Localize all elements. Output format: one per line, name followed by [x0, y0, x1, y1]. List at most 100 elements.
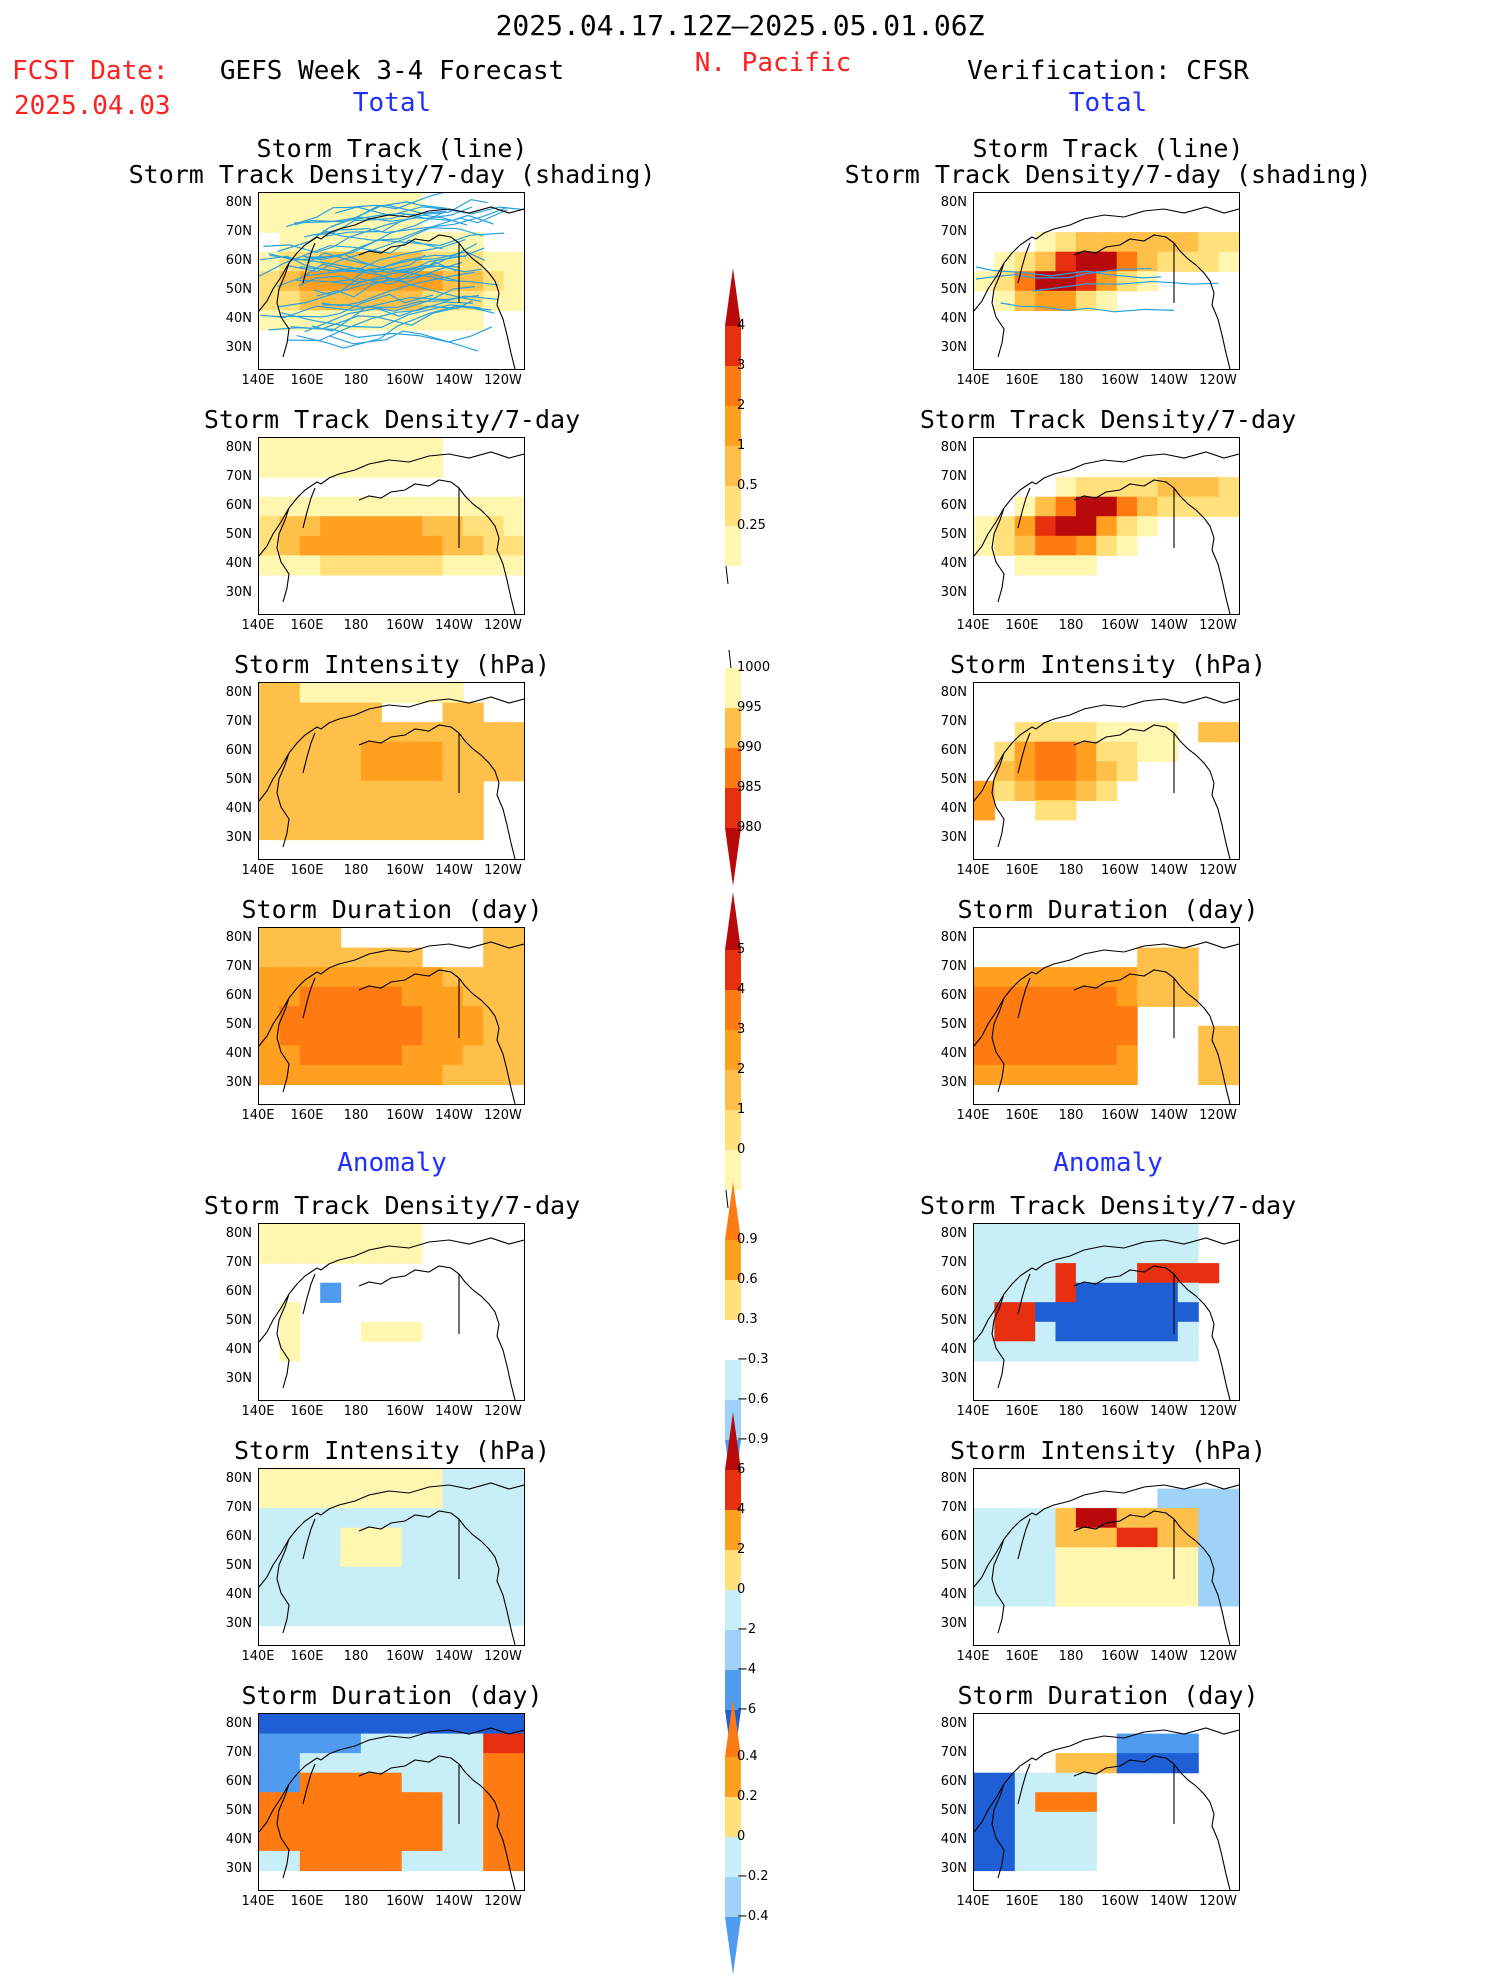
lat-tick-label: 70N [225, 959, 252, 974]
grid-cell [1075, 1243, 1097, 1264]
grid-cell [340, 1025, 362, 1046]
grid-cell [279, 1469, 301, 1490]
grid-cell [279, 1733, 301, 1754]
grid-cell [360, 741, 382, 762]
grid-cell [360, 1753, 382, 1774]
grid-cell [442, 1508, 464, 1529]
lon-tick-label: 140W [435, 1108, 473, 1123]
colorbar-segment [725, 1280, 741, 1320]
grid-cell [1198, 1488, 1220, 1509]
verification-panel-title: Storm Track Density/7-day [919, 1191, 1297, 1220]
grid-cell [462, 1508, 484, 1529]
grid-cell [381, 986, 403, 1007]
lon-tick-label: 120W [1199, 863, 1237, 878]
storm-track-line [311, 286, 475, 332]
colorbar-segment [725, 990, 741, 1030]
lon-tick-label: 160W [386, 373, 424, 388]
grid-cell [1075, 1811, 1097, 1832]
colorbar-tick-label: 2 [737, 398, 746, 413]
grid-cell [381, 1772, 403, 1793]
grid-cell [279, 555, 301, 576]
lat-tick-label: 60N [940, 743, 967, 758]
grid-cell [1177, 477, 1199, 498]
grid-cell [462, 1753, 484, 1774]
grid-cell [483, 722, 505, 743]
lon-tick-label: 180 [1058, 1649, 1084, 1664]
grid-cell [259, 1811, 280, 1832]
grid-cell [503, 1527, 524, 1548]
storm-track-line [260, 294, 480, 319]
storm-track-line [294, 214, 494, 225]
colorbar-tick-label: 3 [737, 1022, 746, 1037]
grid-cell [381, 1045, 403, 1066]
grid-cell [401, 496, 423, 517]
grid-cell [320, 819, 342, 841]
grid-cell [1055, 1302, 1077, 1323]
colorbar-tick-label: 0 [737, 1829, 746, 1844]
grid-cell [1096, 986, 1118, 1007]
colorbar-segment [725, 708, 741, 748]
coastline [259, 1237, 524, 1400]
grid-cell [360, 1527, 382, 1548]
storm-track-line [305, 232, 505, 258]
grid-cell [320, 1282, 342, 1303]
grid-cell [340, 555, 362, 576]
lat-tick-label: 40N [225, 1342, 252, 1357]
grid-cell [320, 967, 342, 988]
grid-cell [259, 1586, 280, 1607]
grid-cell [360, 1792, 382, 1813]
grid-cell [279, 1566, 301, 1587]
grid-cell [381, 1527, 403, 1548]
grid-cell [340, 1566, 362, 1587]
grid-cell [442, 967, 464, 988]
colorbar-segment [725, 1797, 741, 1837]
grid-cell [360, 947, 382, 968]
grid-cell [401, 1025, 423, 1046]
grid-cell [340, 1224, 362, 1245]
grid-cell [401, 1792, 423, 1813]
grid-cell [442, 683, 464, 704]
grid-cell [483, 947, 505, 968]
grid-cell [1035, 800, 1057, 821]
map-canvas [259, 928, 524, 1104]
grid-cell [1035, 1224, 1057, 1245]
grid-cell [381, 800, 403, 821]
grid-cell [1055, 1025, 1077, 1046]
grid-cell [340, 1243, 362, 1264]
grid-cell [462, 232, 484, 253]
colorbar-tick-label: 5 [737, 942, 746, 957]
grid-cell [483, 741, 505, 762]
lat-tick-label: 40N [940, 556, 967, 571]
colorbar-tick-label: 995 [737, 700, 762, 715]
lat-tick-label: 70N [225, 469, 252, 484]
lat-tick-label: 40N [940, 1832, 967, 1847]
lon-tick-label: 120W [1199, 1108, 1237, 1123]
forecast-panel-title: Storm Duration (day) [241, 1681, 543, 1710]
grid-cell [340, 947, 362, 968]
grid-cell [1096, 1302, 1118, 1323]
grid-cell [381, 212, 403, 233]
lon-tick-label: 140E [241, 618, 275, 633]
grid-cell [1035, 986, 1057, 1007]
grid-cell [442, 1605, 464, 1627]
grid-cell [994, 290, 1016, 311]
grid-cell [279, 193, 301, 214]
grid-cell [462, 310, 484, 331]
grid-cell [279, 1321, 301, 1342]
grid-cell [422, 1006, 444, 1027]
grid-cell [279, 800, 301, 821]
grid-cell [340, 702, 362, 723]
grid-cell [994, 1508, 1016, 1529]
grid-cell [259, 438, 280, 459]
colorbar-tick-label: 2 [737, 1062, 746, 1077]
grid-cell [279, 1045, 301, 1066]
grid-cell [1218, 1586, 1239, 1607]
colorbar-tick-label: 990 [737, 740, 762, 755]
grid-cell [422, 986, 444, 1007]
lon-tick-label: 140W [1150, 863, 1188, 878]
grid-cell [442, 761, 464, 782]
grid-cell [422, 1753, 444, 1774]
grid-cell [503, 1811, 524, 1832]
fcst-intensity-anom-map [258, 1468, 525, 1646]
lat-tick-label: 50N [940, 282, 967, 297]
